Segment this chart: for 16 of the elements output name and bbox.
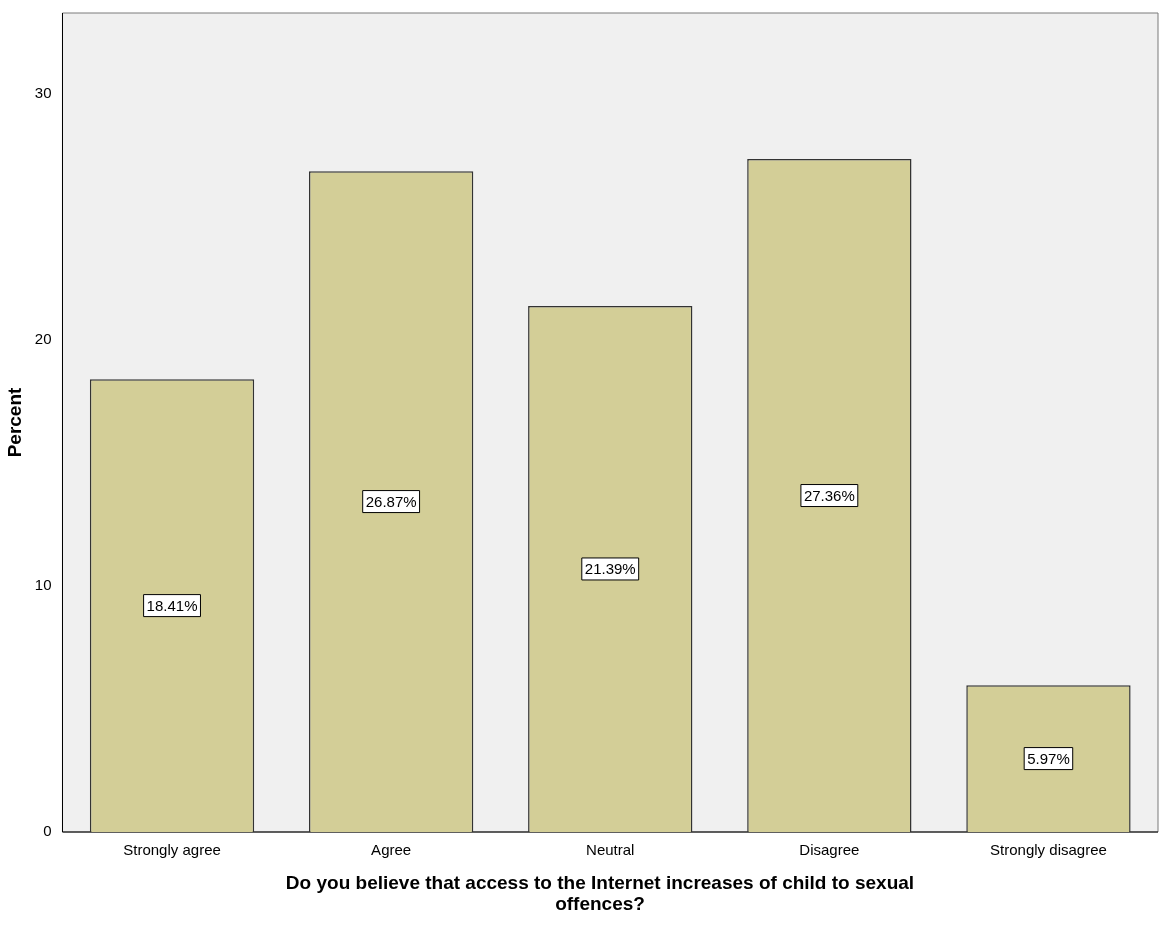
x-tick-label: Agree bbox=[371, 841, 412, 859]
data-label: 26.87% bbox=[365, 492, 417, 510]
data-label: 5.97% bbox=[1027, 749, 1070, 767]
x-axis-title: Do you believe that access to the Internet increases of child to sexual offences? bbox=[284, 872, 916, 914]
y-tick-label: 10 bbox=[34, 576, 52, 594]
data-label: 21.39% bbox=[584, 560, 636, 578]
data-label: 27.36% bbox=[803, 486, 855, 504]
x-tick-label: Strongly agree bbox=[123, 841, 221, 859]
x-tick-label: Neutral bbox=[586, 841, 635, 859]
x-tick-label: Disagree bbox=[799, 841, 860, 859]
y-tick-label: 0 bbox=[43, 822, 52, 840]
y-tick-label: 30 bbox=[34, 84, 52, 102]
y-tick-label: 20 bbox=[34, 330, 52, 348]
y-axis-title: Percent bbox=[3, 386, 25, 458]
data-label: 18.41% bbox=[146, 596, 198, 614]
x-tick-label: Strongly disagree bbox=[990, 841, 1107, 859]
